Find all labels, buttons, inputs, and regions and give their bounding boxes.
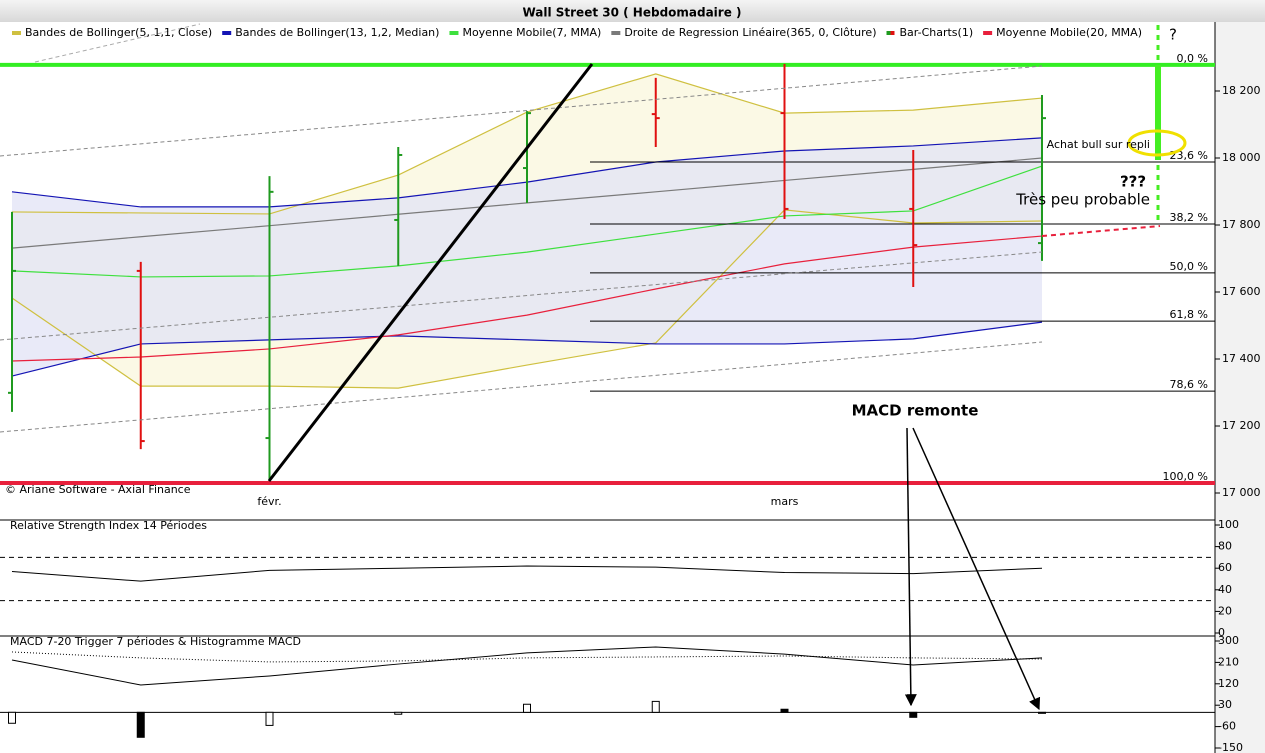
fib-label: 78,6 % [1170, 378, 1208, 391]
y-tick-label: 18 200 [1222, 84, 1261, 97]
y-tick-label: 60 [1218, 561, 1232, 574]
y-tick-label: 80 [1218, 540, 1232, 553]
fib-label: 38,2 % [1170, 211, 1208, 224]
legend-label: Bandes de Bollinger(5, 1,1, Close) [25, 26, 212, 39]
indicator-line [11, 165, 1043, 278]
chart-title: Wall Street 30 ( Hebdomadaire ) [522, 6, 741, 20]
legend-swatch [222, 31, 232, 35]
trend-line [267, 63, 594, 482]
y-tick-label: 17 200 [1222, 419, 1261, 432]
channel-line [0, 251, 1043, 341]
legend-label: Droite de Regression Linéaire(365, 0, Cl… [624, 26, 876, 39]
histogram-bar [523, 703, 531, 713]
legend: Bandes de Bollinger(5, 1,1, Close) Bandes… [12, 26, 1142, 39]
annotation: MACD remonte [852, 402, 979, 420]
histogram-bar [136, 711, 145, 738]
histogram-bar [651, 700, 660, 713]
y-tick-label: 17 400 [1222, 352, 1261, 365]
histogram-bar [1038, 711, 1046, 714]
channel-line [0, 65, 1043, 157]
y-tick-label: 18 000 [1222, 151, 1261, 164]
macd-line [11, 646, 1043, 686]
histogram-bar [265, 711, 274, 726]
histogram-bar [394, 711, 403, 715]
main-panel: 17 000 17 200 17 400 17 600 17 800 18 000 18 2… [0, 22, 1261, 753]
copyright: © Ariane Software - Axial Finance [5, 483, 191, 496]
rsi-panel: Relative Strength Index 14 Périodes 0 20 40… [0, 518, 1239, 639]
y-tick-label: 30 [1218, 698, 1232, 711]
fib-label: 50,0 % [1170, 260, 1208, 273]
title-bar [0, 0, 1265, 22]
macd-panel: MACD 7-20 Trigger 7 périodes & Histogram… [0, 634, 1243, 753]
y-tick-label: 17 800 [1222, 218, 1261, 231]
y-tick-label: 300 [1218, 634, 1239, 647]
fib-label: 23,6 % [1170, 149, 1208, 162]
x-tick-label: mars [771, 495, 799, 508]
y-tick-label: -150 [1218, 741, 1243, 753]
channel-line [34, 23, 201, 63]
arrow [904, 427, 917, 707]
y-tick-label: 40 [1218, 583, 1232, 596]
annotation: Très peu probable [1015, 191, 1150, 209]
legend-swatch [12, 31, 21, 35]
axis-strip [1215, 22, 1265, 753]
y-tick-label: 17 600 [1222, 285, 1261, 298]
band-lower [11, 209, 1043, 389]
band-lower [11, 321, 1043, 377]
legend-swatch [611, 31, 621, 35]
histogram-bar [780, 708, 789, 713]
fib-label: 61,8 % [1170, 308, 1208, 321]
trigger-line [11, 651, 1043, 663]
panel-title: Relative Strength Index 14 Périodes [10, 519, 207, 532]
legend-swatch [983, 31, 993, 35]
histogram-bar [8, 711, 16, 724]
histogram-bar [909, 711, 918, 718]
annotation: ??? [1120, 173, 1146, 191]
y-tick-label: 120 [1218, 677, 1239, 690]
rsi-line [11, 565, 1043, 582]
channel-line [0, 341, 1043, 433]
legend-label: Bar-Charts(1) [900, 26, 974, 39]
legend-swatch [449, 31, 459, 35]
x-tick-label: févr. [257, 495, 281, 508]
y-tick-label: 17 000 [1222, 486, 1261, 499]
y-tick-label: -60 [1218, 720, 1236, 733]
projection-line [1041, 225, 1161, 237]
indicator-line [11, 235, 1043, 362]
y-tick-label: 210 [1218, 655, 1239, 668]
highlight-ellipse [1127, 129, 1187, 157]
y-tick-label: 20 [1218, 604, 1232, 617]
legend-swatch [890, 31, 895, 35]
legend-swatch [886, 31, 891, 35]
legend-label: Moyenne Mobile(7, MMA) [462, 26, 601, 39]
annotation: Achat bull sur repli [1047, 138, 1150, 151]
annotations-layer: Achat bull sur repli ??? Très peu probab… [0, 23, 1187, 711]
annotation: ? [1169, 26, 1177, 44]
panel-title: MACD 7-20 Trigger 7 périodes & Histogram… [10, 635, 301, 648]
fib-label: 100,0 % [1163, 470, 1208, 483]
y-tick-label: 100 [1218, 518, 1239, 531]
legend-label: Bandes de Bollinger(13, 1,2, Median) [235, 26, 439, 39]
legend-label: Moyenne Mobile(20, MMA) [996, 26, 1142, 39]
fib-label: 0,0 % [1177, 52, 1208, 65]
arrow [912, 427, 1041, 711]
y-tick-label: 0 [1218, 626, 1225, 639]
